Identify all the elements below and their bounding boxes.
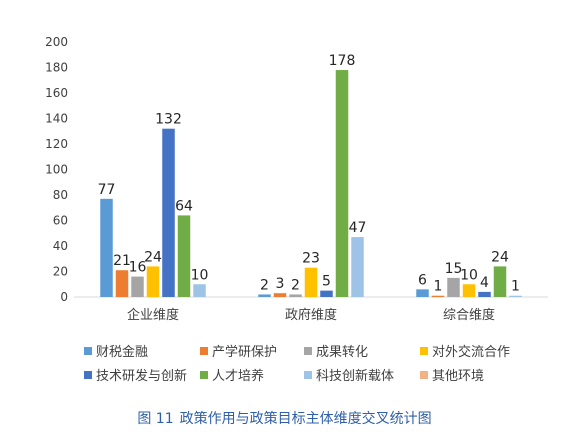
bar <box>447 277 460 297</box>
data-label: 24 <box>491 249 509 265</box>
data-label: 21 <box>113 253 131 269</box>
legend-swatch <box>200 371 208 379</box>
data-label: 2 <box>260 277 269 293</box>
figure-caption: 图 11 政策作用与政策目标主体维度交叉统计图 <box>0 408 575 428</box>
legend-label: 人才培养 <box>212 368 264 384</box>
legend-swatch <box>200 347 208 355</box>
data-label: 1 <box>511 279 520 295</box>
bar <box>416 289 429 297</box>
legend-swatch <box>84 371 92 379</box>
category-label: 综合维度 <box>443 307 495 323</box>
bar <box>115 270 129 297</box>
bar <box>320 290 333 297</box>
bar <box>289 294 302 297</box>
y-tick-label: 100 <box>45 163 68 177</box>
bar <box>193 284 206 297</box>
data-label: 1 <box>434 279 443 295</box>
data-label: 132 <box>155 112 182 128</box>
bar <box>493 266 507 297</box>
data-label: 64 <box>175 198 193 214</box>
legend-label: 成果转化 <box>316 345 368 360</box>
y-tick-label: 160 <box>45 86 68 100</box>
data-label: 47 <box>349 220 367 236</box>
y-tick-label: 20 <box>53 265 68 279</box>
bar <box>351 237 364 297</box>
legend-label: 技术研发与创新 <box>96 368 187 384</box>
bar <box>509 295 522 297</box>
data-label: 24 <box>144 249 162 265</box>
data-label: 6 <box>418 272 427 288</box>
data-label: 15 <box>445 261 463 277</box>
bar <box>462 284 476 297</box>
bar <box>146 266 160 297</box>
y-tick-label: 120 <box>45 137 68 151</box>
bar-chart: 0204060801001201401601802007721162413264… <box>45 35 548 384</box>
bar <box>478 291 491 297</box>
bar <box>131 276 144 297</box>
data-label: 10 <box>460 267 478 283</box>
y-tick-label: 140 <box>45 112 68 126</box>
legend-swatch <box>304 347 312 355</box>
data-label: 3 <box>276 276 285 292</box>
legend-label: 科技创新载体 <box>316 368 394 384</box>
legend-label: 其他环境 <box>432 369 484 384</box>
y-tick-label: 60 <box>53 214 68 228</box>
bar <box>258 294 271 297</box>
y-tick-label: 0 <box>60 290 68 304</box>
bar <box>177 215 191 297</box>
bar <box>273 293 287 297</box>
data-label: 16 <box>129 260 147 276</box>
legend-swatch <box>420 371 428 379</box>
legend-swatch <box>420 347 428 355</box>
bar <box>335 70 349 297</box>
y-tick-label: 40 <box>53 239 68 253</box>
data-label: 178 <box>329 53 356 69</box>
data-label: 2 <box>291 277 300 293</box>
legend-label: 产学研保护 <box>212 344 277 360</box>
data-label: 10 <box>191 267 209 283</box>
y-tick-label: 80 <box>53 188 68 202</box>
bar <box>304 267 318 297</box>
bar <box>162 128 175 297</box>
bar <box>100 198 113 297</box>
legend-swatch <box>84 347 92 355</box>
data-label: 5 <box>322 274 331 290</box>
data-label: 4 <box>480 275 489 291</box>
data-label: 77 <box>98 182 116 198</box>
legend-label: 财税金融 <box>96 344 148 360</box>
legend-swatch <box>304 371 312 379</box>
figure-title: 政策作用与政策目标主体维度交叉统计图 <box>179 411 432 427</box>
y-tick-label: 200 <box>45 35 68 49</box>
y-tick-label: 180 <box>45 61 68 75</box>
data-label: 23 <box>302 251 320 267</box>
figure-number: 图 11 <box>137 411 174 427</box>
bar <box>431 295 445 297</box>
category-label: 政府维度 <box>285 307 337 323</box>
legend-label: 对外交流合作 <box>432 344 510 360</box>
category-label: 企业维度 <box>127 307 179 323</box>
